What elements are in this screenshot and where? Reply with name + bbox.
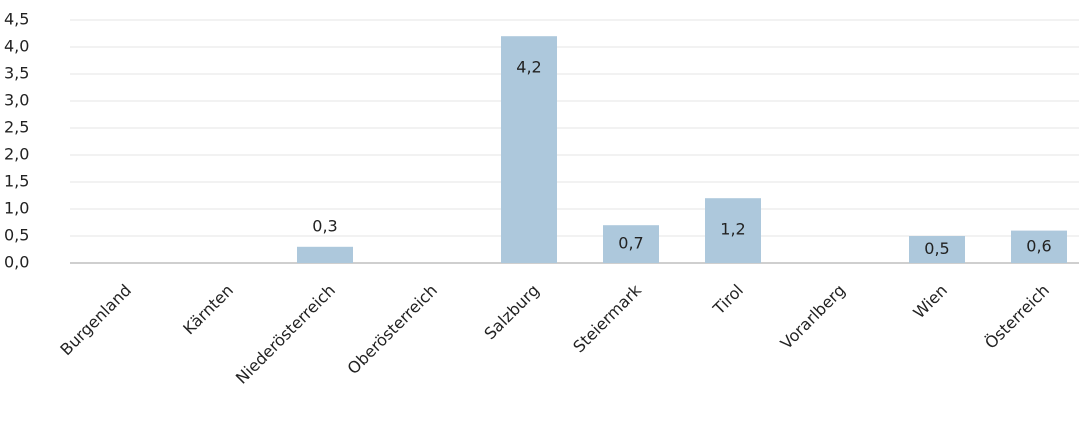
x-tick-label: Burgenland — [56, 281, 135, 360]
bar — [909, 236, 965, 263]
y-tick-label: 0,0 — [4, 253, 29, 272]
x-tick-label: Kärnten — [179, 281, 237, 339]
y-tick-label: 4,5 — [4, 10, 29, 29]
x-tick-label: Österreich — [981, 281, 1053, 353]
value-label: 0,7 — [618, 234, 643, 253]
y-tick-label: 1,5 — [4, 172, 29, 191]
value-label: 0,6 — [1026, 236, 1051, 255]
x-tick-label: Vorarlberg — [777, 281, 849, 353]
x-tick-label: Steiermark — [569, 280, 645, 356]
bar — [603, 225, 659, 263]
value-label: 0,3 — [312, 216, 337, 235]
bar — [501, 36, 557, 264]
value-label: 1,2 — [720, 220, 745, 239]
x-tick-label: Oberösterreich — [344, 281, 441, 378]
x-tick-label: Wien — [909, 281, 951, 323]
x-tick-label: Tirol — [709, 281, 747, 319]
bar — [297, 246, 353, 263]
x-tick-label: Niederösterreich — [232, 281, 339, 388]
y-tick-label: 0,5 — [4, 226, 29, 245]
y-tick-label: 1,0 — [4, 199, 29, 218]
bar — [1011, 230, 1067, 263]
y-tick-label: 3,0 — [4, 91, 29, 110]
bar — [705, 198, 761, 263]
y-tick-label: 4,0 — [4, 37, 29, 56]
x-tick-label: Salzburg — [480, 281, 543, 344]
y-tick-label: 2,5 — [4, 118, 29, 137]
y-tick-label: 2,0 — [4, 145, 29, 164]
value-label: 0,5 — [924, 239, 949, 258]
y-tick-label: 3,5 — [4, 64, 29, 83]
value-label: 4,2 — [516, 58, 541, 77]
